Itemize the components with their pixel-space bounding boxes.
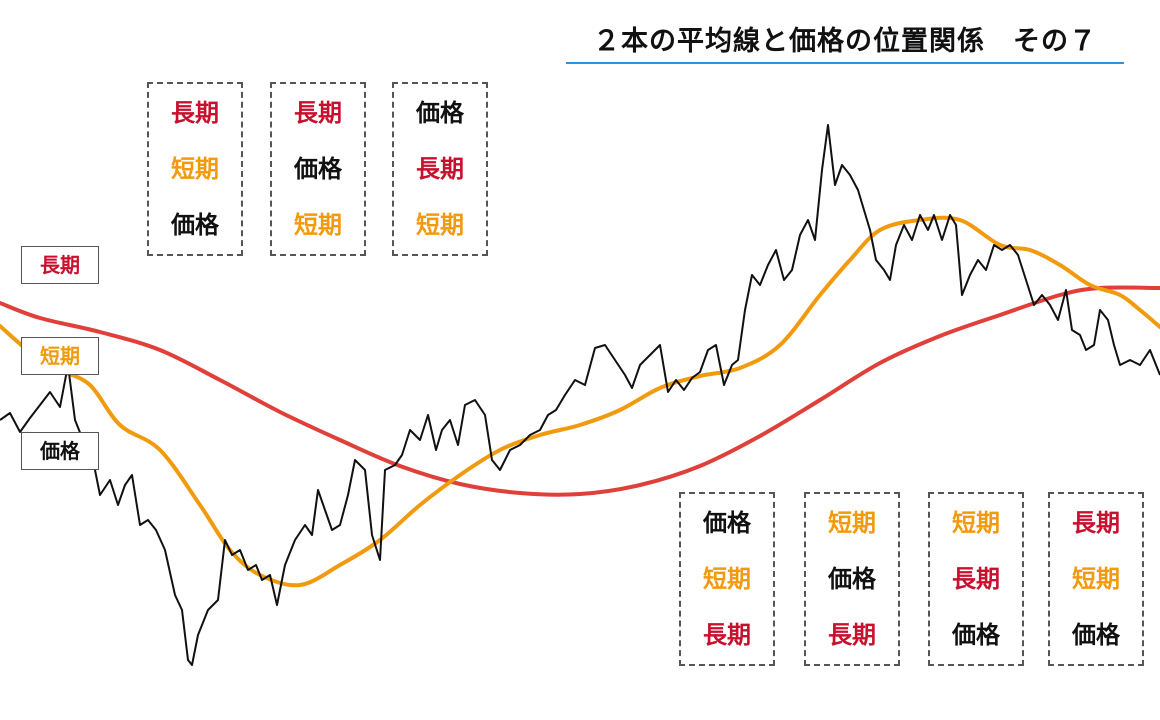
order-box: 長期 短期 価格	[1048, 492, 1144, 666]
order-row-long: 長期	[828, 621, 876, 649]
order-row-price: 価格	[416, 99, 464, 127]
order-row-price: 価格	[703, 509, 751, 537]
legend-long-text: 長期	[40, 253, 80, 277]
legend-price-text: 価格	[40, 439, 80, 463]
order-row-price: 価格	[952, 621, 1000, 649]
order-box: 長期 短期 価格	[147, 82, 243, 256]
order-row-short: 短期	[294, 211, 342, 239]
order-box: 短期 長期 価格	[928, 492, 1024, 666]
chart-title: ２本の平均線と価格の位置関係 その７	[566, 22, 1124, 64]
order-row-short: 短期	[828, 509, 876, 537]
order-row-long: 長期	[416, 155, 464, 183]
order-row-short: 短期	[952, 509, 1000, 537]
order-box: 価格 短期 長期	[679, 492, 775, 666]
price-line	[0, 124, 1160, 666]
order-row-price: 価格	[171, 211, 219, 239]
order-box: 短期 価格 長期	[804, 492, 900, 666]
legend-short-text: 短期	[40, 344, 80, 368]
order-row-price: 価格	[294, 155, 342, 183]
legend-price: 価格	[21, 432, 99, 470]
legend-short: 短期	[21, 337, 99, 375]
order-row-short: 短期	[416, 211, 464, 239]
order-box: 価格 長期 短期	[392, 82, 488, 256]
order-row-price: 価格	[828, 565, 876, 593]
order-row-short: 短期	[171, 155, 219, 183]
order-row-long: 長期	[703, 621, 751, 649]
order-row-price: 価格	[1072, 621, 1120, 649]
order-row-long: 長期	[952, 565, 1000, 593]
order-row-short: 短期	[1072, 565, 1120, 593]
short-ma-line	[0, 215, 1160, 588]
order-row-short: 短期	[703, 565, 751, 593]
order-row-long: 長期	[171, 99, 219, 127]
legend-long: 長期	[21, 246, 99, 284]
order-row-long: 長期	[1072, 509, 1120, 537]
order-row-long: 長期	[294, 99, 342, 127]
order-box: 長期 価格 短期	[270, 82, 366, 256]
long-ma-line	[0, 285, 1160, 497]
